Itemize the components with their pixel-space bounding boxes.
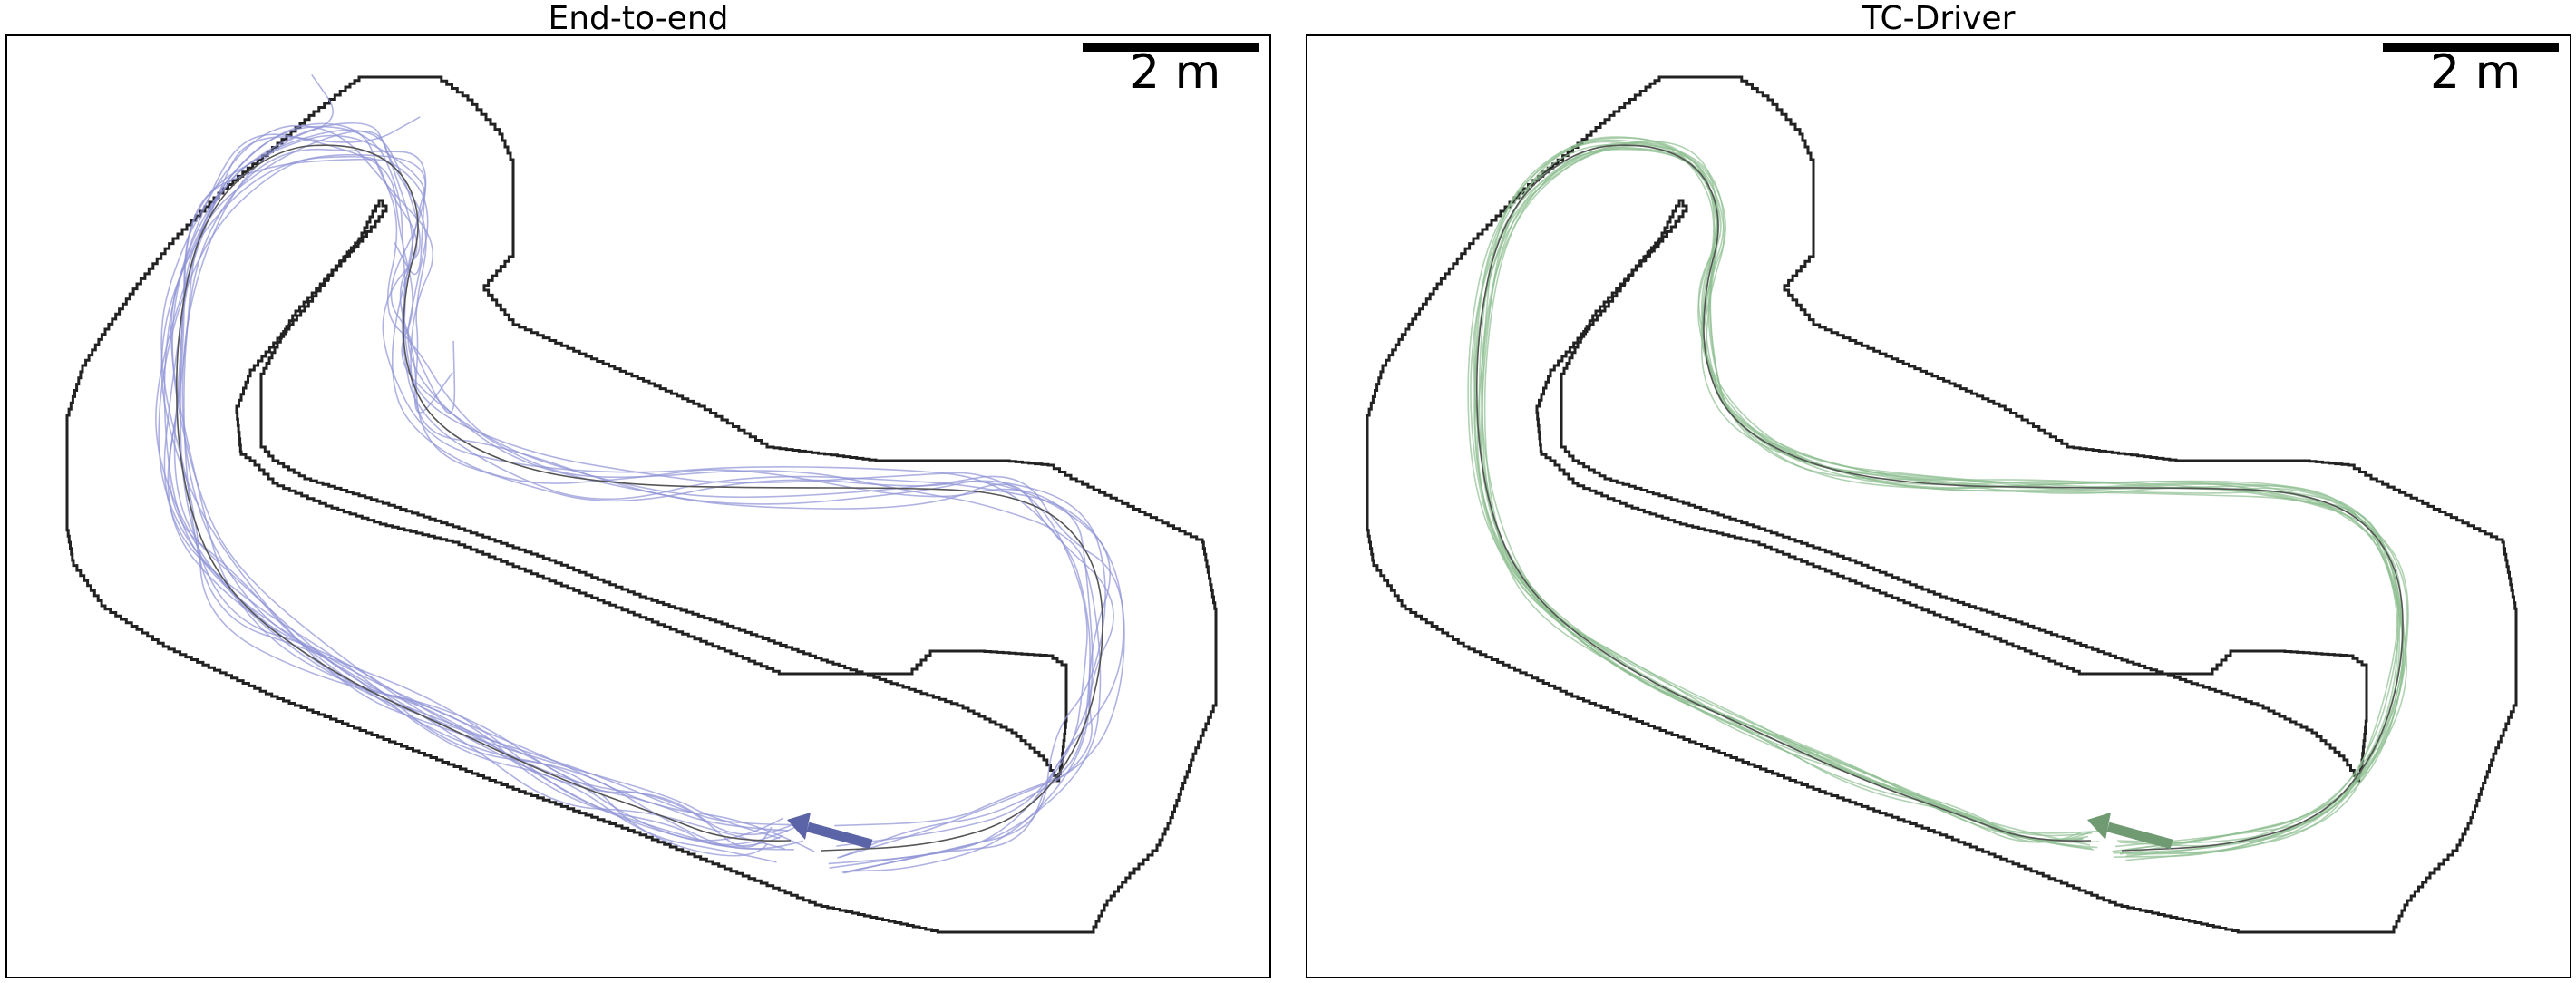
panel-title: TC-Driver (1306, 0, 2571, 38)
trajectory-line (1474, 145, 2398, 846)
trajectory-line (1482, 141, 2398, 853)
trajectory-line (184, 150, 1110, 871)
start-arrow-head (2087, 813, 2111, 840)
trajectory-line (164, 134, 1100, 872)
scale-bar-label: 2 m (1130, 45, 1220, 100)
trajectory-line (180, 131, 772, 847)
trajectories (156, 74, 1124, 872)
start-arrow-shaft (808, 827, 871, 844)
scale-bar-label: 2 m (2430, 45, 2521, 100)
panel-title: End-to-end (5, 0, 1271, 38)
track-plot (1306, 34, 2571, 978)
panel-tc-driver: TC-Driver 2 m (1306, 0, 2571, 983)
trajectory-line (168, 160, 1105, 873)
track-plot (5, 34, 1271, 978)
trajectory-line (172, 127, 1087, 864)
raceline (177, 145, 1103, 851)
trajectory-line (1480, 149, 2401, 850)
raceline (1477, 145, 2403, 851)
trajectory-line (1481, 145, 2406, 853)
panel-end-to-end: End-to-end 2 m (5, 0, 1271, 983)
trajectory-line (171, 157, 1124, 858)
trajectory-line (1478, 150, 2406, 858)
